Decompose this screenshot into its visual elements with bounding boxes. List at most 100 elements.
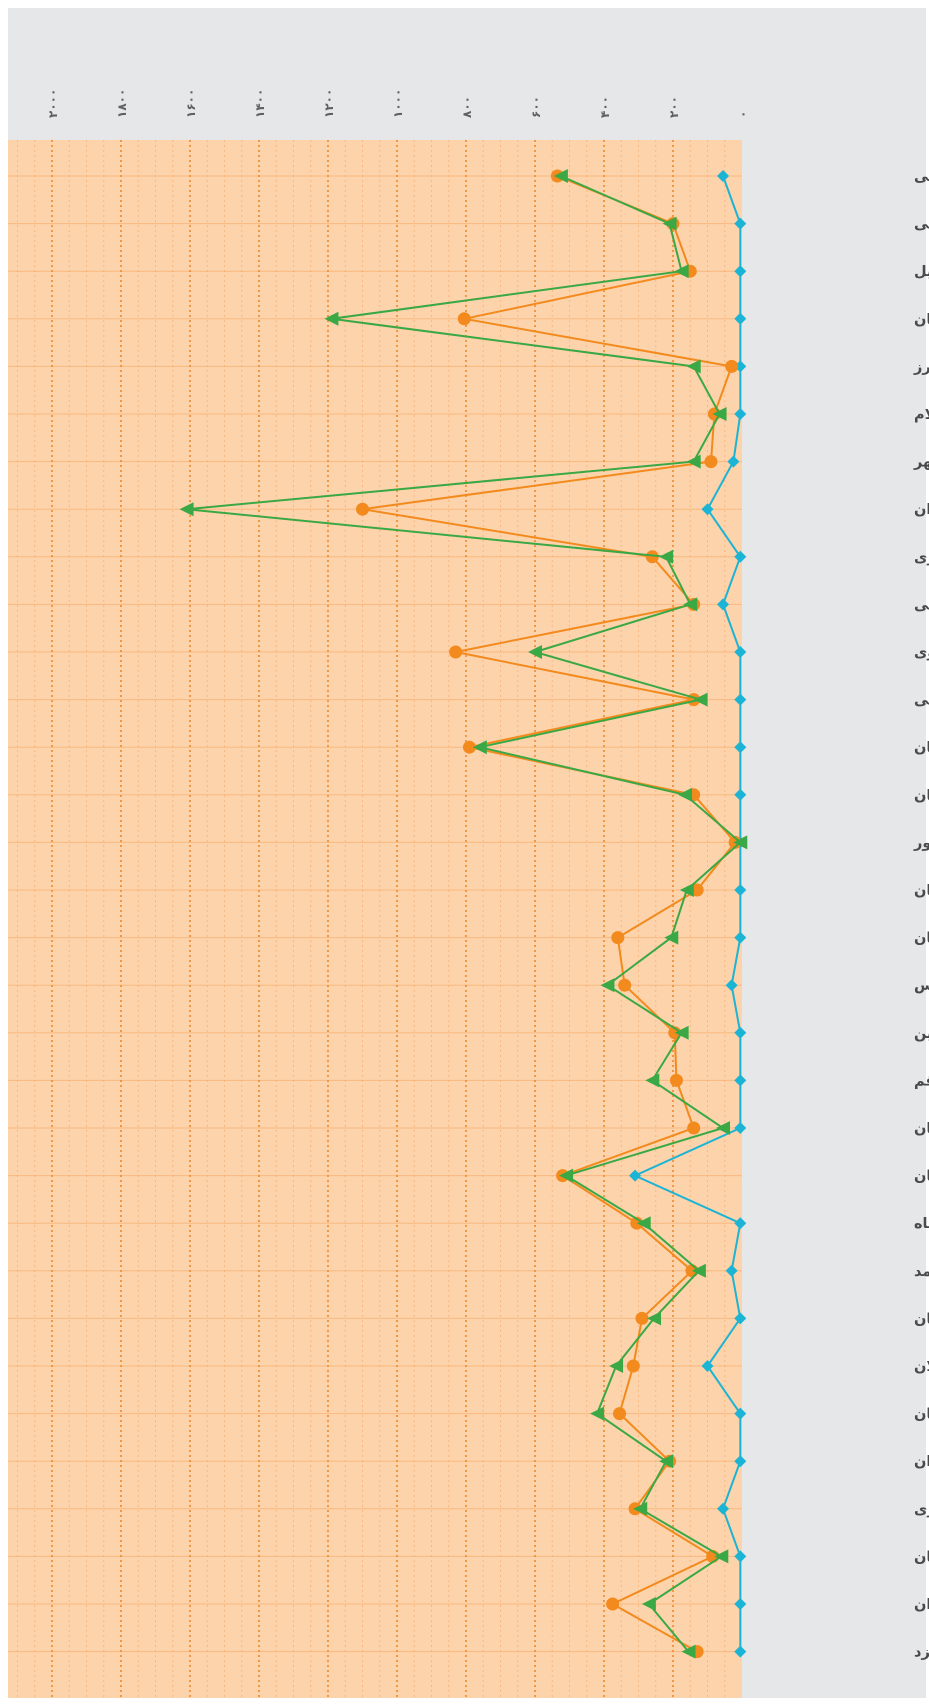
triangle-point (679, 883, 694, 897)
category-label: آذربایجان شرقی (914, 167, 929, 185)
diamond-point (734, 1026, 747, 1039)
diamond-point (734, 1122, 747, 1134)
series-line (632, 175, 742, 1652)
diamond-point (701, 503, 714, 516)
diamond-point (727, 455, 740, 468)
category-label: مازندران (914, 1454, 929, 1470)
triangle-point (636, 1216, 651, 1231)
category-label: قزوین (914, 1026, 929, 1042)
category-label: اصفهان (914, 312, 929, 328)
category-label: هرمزگان (914, 1547, 929, 1565)
diamond-point (734, 1074, 747, 1087)
triangle-point (662, 216, 677, 231)
category-label: کهکیلویه و بویراحمد (914, 1264, 929, 1280)
triangle-point (528, 645, 542, 659)
triangle-point (681, 1644, 696, 1659)
category-label: کردستان (914, 1121, 929, 1137)
circle-point (690, 883, 704, 897)
triangle-point (633, 1501, 648, 1516)
category-label: گیلان (914, 1357, 929, 1375)
x-tick-label: ۶۰۰ (529, 96, 543, 118)
triangle-point (716, 1121, 731, 1135)
diamond-point (717, 170, 730, 182)
triangle-point (559, 1168, 574, 1183)
circle-point (687, 1121, 701, 1135)
circle-point (449, 645, 463, 659)
triangle-point (659, 1454, 674, 1469)
diamond-point (701, 1360, 714, 1372)
category-label: همدان (914, 1597, 929, 1613)
x-tick-label: ۱۰۰۰ (391, 89, 405, 118)
x-tick-label: ۴۰۰ (598, 96, 612, 118)
diamond-point (725, 1264, 738, 1277)
diamond-point (734, 646, 747, 658)
triangle-point (179, 502, 194, 517)
circle-point (645, 550, 659, 564)
x-tick-label: ۰ (736, 111, 750, 118)
diamond-point (734, 1598, 747, 1610)
triangle-point (714, 1549, 729, 1564)
circle-point (635, 1311, 649, 1325)
x-tick-label: ۱۴۰۰ (253, 89, 267, 118)
diamond-point (734, 217, 747, 230)
triangle-point (609, 1359, 624, 1373)
diamond-point (734, 693, 747, 706)
diamond-point (734, 1645, 747, 1658)
category-label: آذربایجان غربی (914, 215, 929, 233)
x-tick-label: ۸۰۰ (460, 96, 474, 118)
category-label: کرمان (914, 1169, 929, 1185)
category-label: کرمانشاه (914, 1216, 929, 1232)
circle-point (669, 1073, 683, 1087)
triangle-point (590, 1406, 605, 1421)
circle-point (611, 931, 625, 945)
category-label: گلستان (914, 1309, 929, 1327)
category-label: البرز (913, 359, 929, 375)
triangle-point (733, 835, 748, 850)
x-tick-label: ۲۰۰ (667, 96, 681, 118)
diamond-point (734, 1217, 747, 1230)
diamond-point (734, 265, 747, 278)
diamond-point (734, 741, 747, 754)
diamond-point (734, 1455, 747, 1468)
category-label: چهارمحال و بختیاری (914, 550, 929, 566)
diamond-point (734, 408, 747, 420)
x-tick-label: ۲۰۰۰ (46, 89, 60, 118)
triangle-point (641, 1597, 656, 1611)
category-label: خراسان جنوبی (914, 597, 929, 613)
diamond-point (717, 1502, 730, 1515)
triangle-point (683, 597, 698, 612)
diamond-point (734, 550, 747, 563)
series-group (629, 170, 747, 1658)
diamond-point (629, 1169, 642, 1182)
category-label: خراسان شمالی (914, 693, 929, 709)
diamond-point (734, 312, 747, 325)
y-axis: آذربایجان شرقی آذربایجان غربی اردبیل اصفهان… (913, 167, 929, 1661)
diamond-point (725, 979, 738, 992)
triangle-point (678, 787, 693, 802)
category-label: خراسان رضوی (914, 645, 929, 661)
triangle-point (664, 930, 679, 945)
triangle-point (693, 692, 708, 707)
triangle-point (686, 454, 701, 469)
category-label: اردبیل (914, 264, 929, 280)
triangle-point (712, 407, 727, 421)
circle-point (356, 502, 369, 516)
circle-point (613, 1407, 627, 1421)
category-label: یزد (914, 1645, 929, 1661)
circle-point (457, 312, 471, 326)
category-label: خوزستان (914, 740, 929, 756)
triangle-point (645, 1073, 660, 1088)
category-label: سمنان (914, 883, 929, 899)
triangle-point (686, 359, 701, 374)
diamond-point (734, 884, 747, 896)
series-line (186, 175, 742, 1653)
x-tick-label: ۱۶۰۰ (184, 89, 198, 118)
diamond-point (717, 598, 730, 611)
x-axis: ۰ ۲۰۰ ۴۰۰ ۶۰۰ ۸۰۰ ۱۰۰۰ ۱۲۰۰ ۱۴۰۰ ۱۶۰۰ ۱۸۰۰ ۲۰۰۰ (46, 89, 750, 118)
diamond-point (734, 1312, 747, 1325)
category-label: سازمان بهزیستی کشور (913, 835, 929, 851)
triangle-point (472, 740, 487, 755)
circle-point (462, 740, 476, 754)
triangle-point (324, 311, 339, 326)
